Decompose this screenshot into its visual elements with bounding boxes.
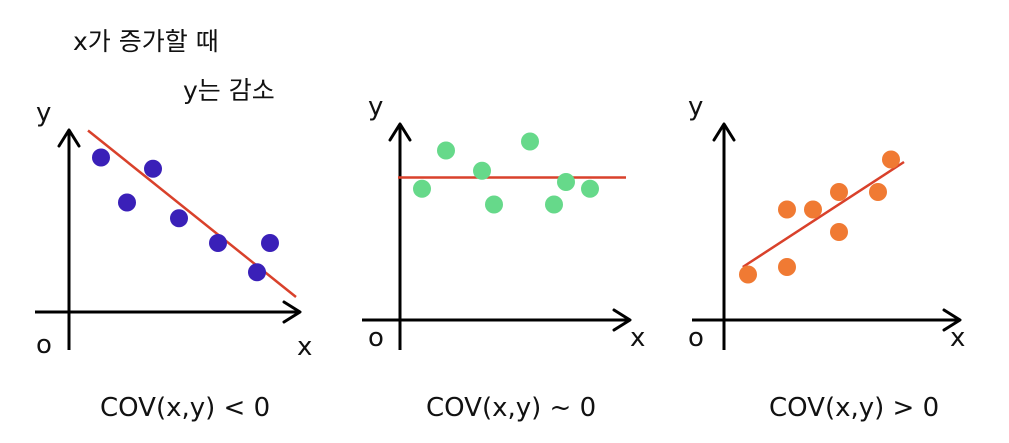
panel-zero-xlabel: x: [630, 323, 646, 353]
data-point: [804, 200, 822, 219]
data-point: [882, 150, 900, 169]
data-point: [521, 132, 539, 151]
data-point: [545, 195, 563, 214]
data-point: [413, 179, 431, 198]
panel-zero-origin: o: [368, 323, 384, 353]
panel-negative-caption: COV(x,y) < 0: [100, 393, 271, 423]
panel-positive-origin: o: [688, 323, 704, 353]
panel-negative-origin: o: [36, 330, 52, 360]
data-point: [144, 159, 162, 178]
data-point: [170, 209, 188, 228]
data-point: [778, 200, 796, 219]
y-axis-arrow-icon: [712, 122, 736, 142]
panel-negative-xlabel: x: [297, 332, 313, 362]
data-point: [581, 179, 599, 198]
panel-zero-caption: COV(x,y) ~ 0: [426, 393, 597, 423]
y-axis-arrow-icon: [57, 128, 81, 148]
data-point: [92, 148, 110, 167]
panel-positive-xlabel: x: [950, 323, 966, 353]
y-axis-arrow-icon: [388, 122, 412, 142]
data-point: [830, 183, 848, 201]
panel-positive-ylabel: y: [688, 92, 704, 122]
data-point: [118, 193, 136, 212]
data-point: [869, 183, 887, 201]
annotation-y-decrease: y는 감소: [183, 76, 275, 105]
data-point: [739, 265, 757, 284]
data-point: [830, 223, 848, 241]
x-axis-arrow-icon: [612, 308, 632, 332]
panel-positive-caption: COV(x,y) > 0: [769, 393, 940, 423]
data-point: [557, 173, 575, 191]
x-axis-arrow-icon: [282, 300, 302, 324]
data-point: [778, 258, 796, 276]
panel-zero-ylabel: y: [368, 92, 384, 122]
x-axis-arrow-icon: [942, 308, 962, 332]
data-point: [248, 263, 266, 282]
data-point: [437, 141, 455, 160]
trend-line: [742, 160, 905, 269]
data-point: [485, 195, 503, 214]
data-point: [261, 234, 279, 252]
data-point: [473, 161, 491, 180]
panel-negative-ylabel: y: [36, 98, 52, 128]
annotation-x-increase: x가 증가할 때: [73, 27, 219, 56]
data-point: [209, 234, 227, 252]
